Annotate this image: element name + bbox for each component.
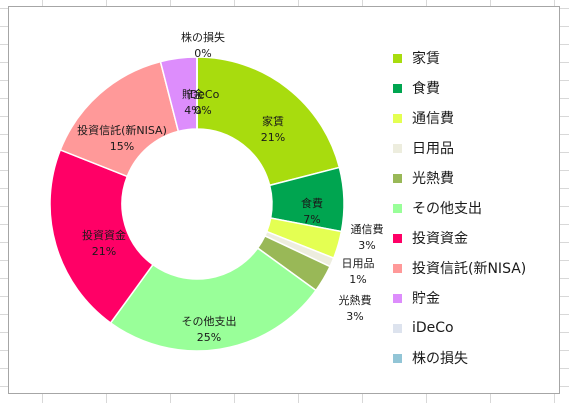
legend-label: 貯金 [412, 291, 440, 307]
slice-4-label: 光熱費 3% [339, 293, 372, 323]
legend-item-9[interactable]: iDeCo [393, 313, 559, 343]
legend-swatch [393, 263, 402, 273]
legend-item-8[interactable]: 貯金 [393, 283, 559, 313]
legend-label: 日用品 [412, 141, 454, 157]
legend-label: その他支出 [412, 201, 482, 217]
donut-chart[interactable]: 家賃 21% 食費 7% 通信費 3% 日用品 1% 光熱費 3% その他支出 25% 投資資金 21% 投… [9, 7, 561, 395]
legend-label: 投資資金 [412, 231, 468, 247]
slices [49, 56, 345, 352]
legend-label: iDeCo [412, 320, 454, 336]
slice-5-label: その他支出 25% [182, 314, 237, 344]
slice-0-label: 家賃 21% [261, 114, 285, 144]
legend-item-0[interactable]: 家賃 [393, 43, 559, 73]
slice-6[interactable] [49, 148, 154, 324]
legend-item-6[interactable]: 投資資金 [393, 223, 559, 253]
slice-3-label: 日用品 1% [342, 257, 375, 286]
legend-swatch [393, 53, 402, 63]
data-labels: 家賃 21% 食費 7% 通信費 3% 日用品 1% 光熱費 3% その他支出 25% 投資資金 21% 投… [77, 30, 383, 344]
legend-label: 通信費 [412, 111, 454, 127]
chart-area[interactable]: 家賃 21% 食費 7% 通信費 3% 日用品 1% 光熱費 3% その他支出 25% 投資資金 21% 投… [8, 6, 560, 394]
legend-label: 食費 [412, 81, 440, 97]
legend[interactable]: 家賃食費通信費日用品光熱費その他支出投資資金投資信託(新NISA) 貯金 iDeCo… [393, 43, 559, 373]
slice-1-label: 食費 7% [301, 196, 323, 226]
legend-swatch [393, 143, 402, 153]
slice-9-label: iDeCo 0% [187, 88, 220, 117]
legend-item-2[interactable]: 通信費 [393, 103, 559, 133]
legend-label: 投資信託(新NISA) [412, 261, 527, 277]
legend-swatch [393, 173, 402, 183]
legend-item-5[interactable]: その他支出 [393, 193, 559, 223]
legend-label: 株の損失 [412, 351, 468, 367]
legend-item-4[interactable]: 光熱費 [393, 163, 559, 193]
slice-10-label: 株の損失 0% [181, 30, 225, 60]
legend-swatch [393, 203, 402, 213]
legend-item-10[interactable]: 株の損失 [393, 343, 559, 373]
legend-swatch [393, 83, 402, 93]
legend-swatch [393, 353, 402, 363]
slice-7-label: 投資信託(新NISA) 15% [77, 123, 167, 153]
slice-6-label: 投資資金 21% [82, 228, 126, 258]
slice-2-label: 通信費 3% [351, 222, 384, 252]
slice-8-label: 貯金 4% [182, 87, 204, 117]
legend-swatch [393, 323, 402, 333]
legend-swatch [393, 233, 402, 243]
legend-label: 光熱費 [412, 171, 454, 187]
legend-item-3[interactable]: 日用品 [393, 133, 559, 163]
legend-swatch [393, 293, 402, 303]
legend-swatch [393, 113, 402, 123]
legend-item-7[interactable]: 投資信託(新NISA) [393, 253, 559, 283]
slice-0[interactable] [196, 56, 341, 187]
slice-5[interactable] [109, 247, 317, 352]
legend-item-1[interactable]: 食費 [393, 73, 559, 103]
legend-label: 家賃 [412, 51, 440, 67]
